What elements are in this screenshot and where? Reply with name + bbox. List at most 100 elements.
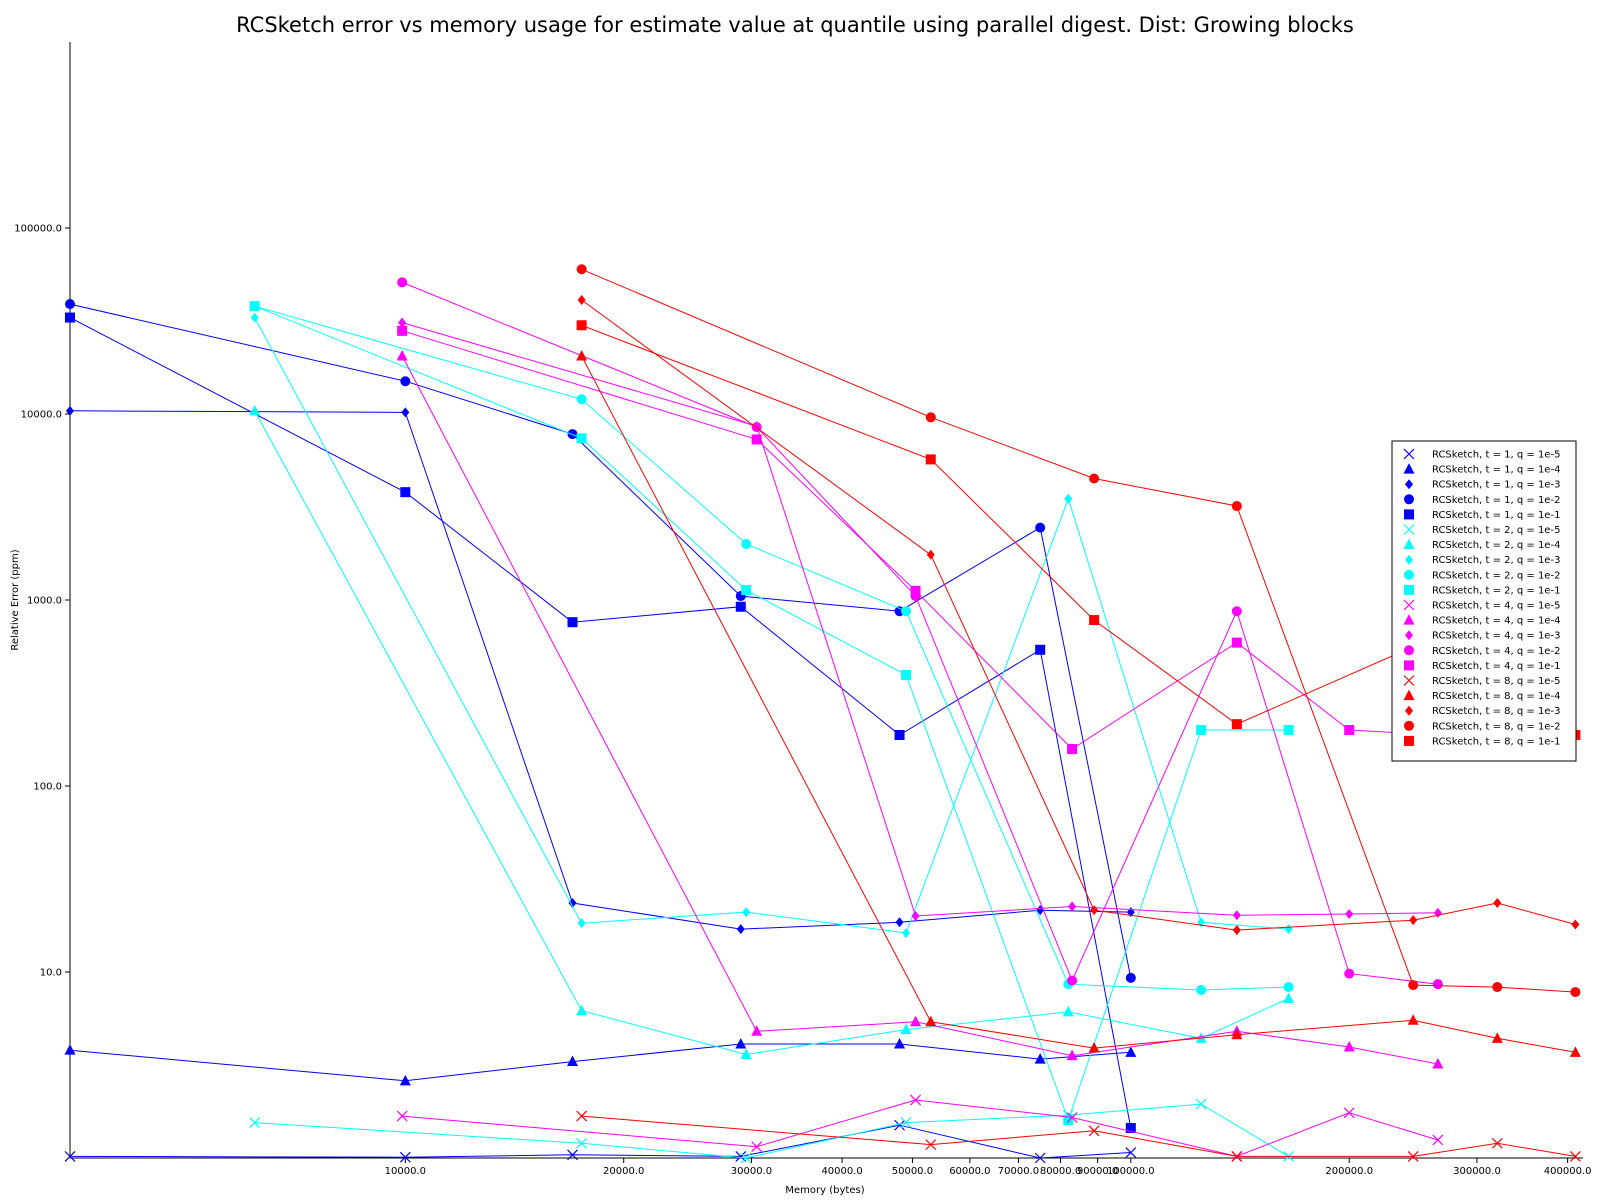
data-point (1408, 980, 1419, 991)
data-point (925, 1139, 937, 1151)
data-point (576, 394, 587, 405)
legend-item: RCSketch, t = 2, q = 1e-4 (1403, 538, 1560, 551)
data-point (741, 539, 752, 550)
legend-marker (1403, 675, 1415, 686)
series-8 (250, 312, 1293, 939)
data-point (249, 404, 261, 416)
legend-item: RCSketch, t = 1, q = 1e-1 (1404, 509, 1560, 521)
legend-item: RCSketch, t = 1, q = 1e-4 (1403, 463, 1560, 476)
data-point (567, 429, 578, 440)
data-point (736, 924, 745, 935)
data-point (577, 918, 586, 929)
data-point (396, 1110, 408, 1122)
legend-item: RCSketch, t = 1, q = 1e-2 (1404, 494, 1560, 506)
series-line (254, 317, 1289, 934)
data-point (901, 606, 912, 617)
series-11 (396, 1094, 1444, 1162)
legend-marker (1403, 524, 1415, 535)
legend-item: RCSketch, t = 8, q = 1e-2 (1404, 720, 1560, 732)
data-point (65, 312, 75, 323)
legend-marker (1404, 584, 1414, 595)
series-16 (576, 1110, 1581, 1162)
data-point (397, 277, 408, 288)
legend-marker (1405, 705, 1413, 716)
series-line (254, 410, 1289, 1056)
legend-item: RCSketch, t = 4, q = 1e-3 (1405, 630, 1560, 642)
x-tick-label: 100000.0 (1107, 1166, 1155, 1177)
data-point (925, 1015, 937, 1027)
data-point (1344, 968, 1355, 979)
y-tick-group: 10.0 100.0 1000.0 10000.0 100000.0 (14, 224, 70, 979)
data-point (1231, 719, 1242, 730)
legend-item: RCSketch, t = 8, q = 1e-1 (1404, 735, 1560, 747)
legend-label: RCSketch, t = 1, q = 1e-5 (1432, 450, 1560, 461)
legend-marker (1404, 494, 1414, 505)
series-line (69, 317, 1132, 1129)
legend-box (1391, 440, 1577, 762)
x-tick-label: 10000.0 (385, 1166, 426, 1177)
data-point (64, 1044, 76, 1055)
data-point (397, 325, 408, 336)
x-tick-label: 80000.0 (1040, 1166, 1081, 1177)
data-point (1035, 644, 1046, 655)
data-point (910, 1015, 922, 1027)
data-point (567, 617, 578, 628)
x-tick-label: 70000.0 (998, 1166, 1039, 1177)
legend-label: RCSketch, t = 2, q = 1e-5 (1432, 525, 1560, 536)
data-point (894, 730, 905, 741)
data-point (1231, 637, 1242, 648)
data-point (1407, 1150, 1419, 1162)
data-point (576, 264, 587, 275)
series-3 (66, 405, 1135, 935)
data-point (576, 320, 587, 331)
data-point (1571, 919, 1580, 930)
data-point (926, 549, 935, 560)
data-point (1088, 1042, 1100, 1053)
series-line (401, 355, 1438, 1065)
plot-area (64, 42, 1583, 1164)
series-line (402, 1099, 1439, 1157)
data-point (1064, 493, 1073, 504)
legend-label: RCSketch, t = 4, q = 1e-5 (1432, 601, 1560, 612)
x-tick-label: 40000.0 (821, 1166, 862, 1177)
legend-item: RCSketch, t = 4, q = 1e-5 (1403, 599, 1560, 612)
data-point (900, 1023, 912, 1035)
series-10 (249, 301, 1294, 1126)
legend-marker (1404, 645, 1414, 656)
x-tick-label: 90000.0 (1077, 1166, 1118, 1177)
data-point (250, 312, 259, 323)
data-point (1492, 982, 1503, 993)
legend-items: RCSketch, t = 1, q = 1e-5 RCSketch, t = 1… (1403, 448, 1560, 747)
data-point (1432, 1134, 1444, 1146)
data-point (1066, 1112, 1078, 1123)
data-point (901, 670, 912, 681)
data-point (1570, 987, 1581, 998)
data-point (1491, 1137, 1503, 1149)
data-point (1090, 905, 1099, 916)
data-point (65, 299, 75, 310)
series-line (69, 410, 1131, 930)
x-tick-label: 50000.0 (892, 1166, 933, 1177)
data-point (576, 433, 587, 444)
data-point (398, 317, 407, 328)
data-point (900, 1117, 912, 1129)
series-17 (576, 350, 1581, 1057)
data-point (567, 1149, 578, 1161)
legend: RCSketch, t = 1, q = 1e-5 RCSketch, t = 1… (1391, 440, 1577, 762)
data-point (66, 405, 74, 416)
series-5 (65, 312, 1136, 1133)
data-point (740, 1152, 752, 1164)
data-point (576, 1004, 588, 1016)
data-point (568, 897, 577, 908)
legend-item: RCSketch, t = 8, q = 1e-4 (1403, 689, 1560, 702)
y-tick-label: 10000.0 (21, 410, 62, 421)
data-point (1089, 473, 1100, 484)
legend-item: RCSketch, t = 8, q = 1e-5 (1403, 675, 1560, 687)
data-point (895, 917, 904, 928)
legend-label: RCSketch, t = 8, q = 1e-5 (1432, 676, 1560, 687)
series-line (254, 305, 1289, 991)
legend-marker (1403, 538, 1415, 550)
data-point (1196, 985, 1207, 996)
x-tick-label: 60000.0 (949, 1166, 990, 1177)
series-line (254, 305, 1289, 1122)
